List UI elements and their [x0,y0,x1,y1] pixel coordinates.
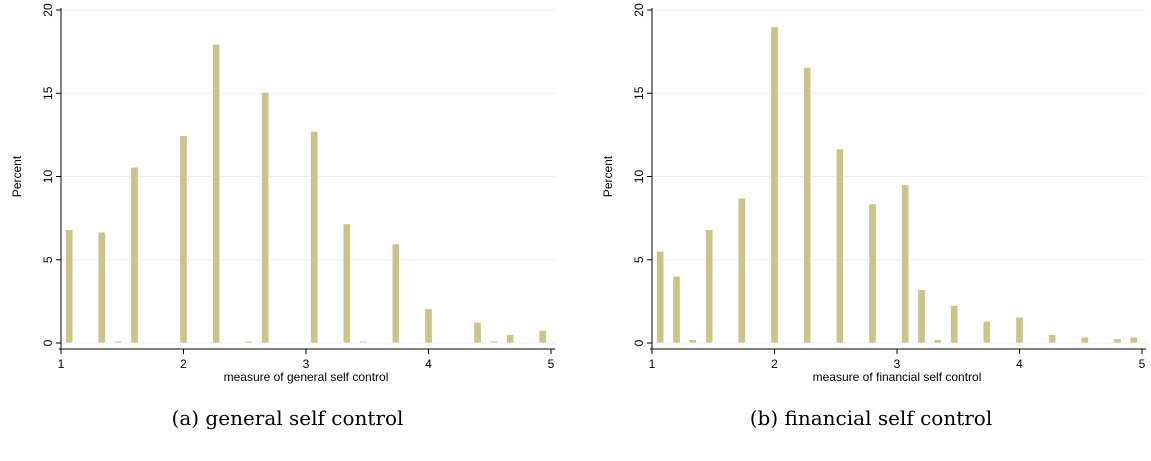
x-tick-label: 3 [303,357,310,371]
histogram-bar [1113,338,1122,344]
histogram-bar [244,341,253,344]
histogram-bar [770,26,779,344]
histogram-bar [835,148,844,344]
histogram-bar [65,229,74,344]
x-tick-label: 5 [1139,357,1146,371]
y-tick-label: 0 [632,339,646,346]
caption-general: (a) general self control [171,406,404,430]
y-tick-label: 15 [41,86,55,100]
chart-panel-general: 0 5 10 15 20 1 2 3 4 5 measure of general self con… [0,0,575,461]
x-tick-label: 1 [649,357,656,371]
y-tick-label: 5 [632,256,646,263]
x-tick-label: 3 [894,357,901,371]
y-tick-label: 0 [41,339,55,346]
x-tick-label: 1 [58,357,65,371]
x-tick-label: 5 [548,357,555,371]
histogram-bar [359,341,368,344]
histogram-bar [705,229,714,344]
histogram-bar [473,321,482,344]
histogram-bar [1048,334,1057,344]
y-tick-label: 20 [632,3,646,17]
y-axis-title: Percent [601,155,615,197]
histogram-bar [982,321,991,344]
histogram-bar [391,243,400,344]
histogram-bar [179,135,188,344]
histogram-bar [310,131,319,344]
x-axis-title: measure of general self control [224,370,389,384]
histogram-bar [868,203,877,344]
histogram-bar [917,289,926,344]
histogram-bar [261,92,270,344]
histogram-bar [114,341,123,344]
histogram-bar [1129,336,1138,344]
histogram-bar [489,341,498,344]
caption-financial: (b) financial self control [749,406,993,430]
y-tick-label: 15 [632,86,646,100]
histogram-bar [901,184,910,344]
y-axis-title: Percent [10,155,24,197]
y-tick-label: 20 [41,3,55,17]
histogram-bar [1015,316,1024,344]
chart-panel-financial: 0 5 10 15 20 1 2 3 4 5 measure of financial self c… [591,0,1151,461]
y-tick-label: 5 [41,256,55,263]
histogram-bar [950,305,959,344]
histogram-bar [688,339,697,344]
histogram-bar [506,334,515,344]
histogram-bar [737,197,746,344]
histogram-bar [656,251,665,344]
x-tick-label: 2 [180,357,187,371]
y-tick-label: 10 [41,170,55,184]
histogram-bar [672,276,681,344]
histogram-bar [933,339,942,344]
x-axis-title: measure of financial self control [813,370,982,384]
histogram-bar [212,43,221,344]
histogram-bar [130,167,139,344]
histogram-bar [1080,336,1089,344]
histogram-general: 0 5 10 15 20 1 2 3 4 5 measure of general self con… [10,3,555,384]
histogram-financial: 0 5 10 15 20 1 2 3 4 5 measure of financial self c… [601,3,1146,384]
x-tick-label: 2 [771,357,778,371]
y-tick-label: 10 [632,170,646,184]
x-tick-label: 4 [425,357,432,371]
histogram-bar [342,223,351,344]
x-tick-label: 4 [1016,357,1023,371]
histogram-bar [424,308,433,344]
histogram-bar [97,232,106,344]
histogram-bar [803,67,812,344]
histogram-bar [538,330,547,344]
